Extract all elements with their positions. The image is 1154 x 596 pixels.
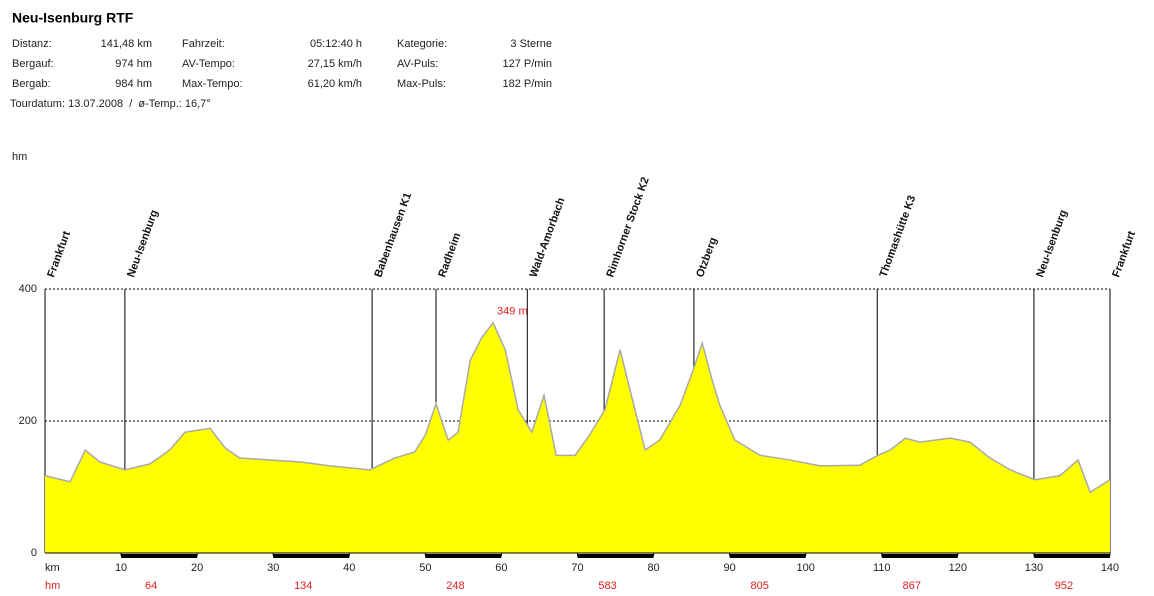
x-tick-label: 40	[343, 562, 355, 574]
stat-label: Bergauf:	[12, 58, 54, 70]
climb-value: 867	[903, 580, 921, 592]
waypoint-label: Frankfurt	[45, 229, 73, 279]
tour-info: Tourdatum: 13.07.2008 / ø-Temp.: 16,7°	[10, 98, 211, 110]
waypoint-label: Neu-Isenburg	[1034, 208, 1070, 279]
waypoint-label: Radheim	[436, 231, 463, 279]
stat-label: AV-Puls:	[397, 58, 438, 70]
waypoint-label: Rimhorner Stock K2	[604, 176, 651, 279]
stat-label: Bergab:	[12, 78, 51, 90]
stat-value: 984 hm	[115, 78, 152, 90]
stat-value: 974 hm	[115, 58, 152, 70]
stat-label: Fahrzeit:	[182, 38, 225, 50]
climb-value: 134	[294, 580, 312, 592]
profile-area	[45, 322, 1110, 553]
km-band	[1033, 554, 1110, 558]
km-band	[273, 554, 350, 558]
y-tick-label: 200	[19, 415, 37, 427]
climb-label: hm	[45, 580, 60, 592]
x-tick-label: 100	[797, 562, 815, 574]
x-tick-label: 90	[724, 562, 736, 574]
x-tick-label: 30	[267, 562, 279, 574]
stat-label: Kategorie:	[397, 38, 447, 50]
peak-annotation: 349 m	[497, 306, 528, 318]
climb-value: 64	[145, 580, 157, 592]
stat-label: AV-Tempo:	[182, 58, 235, 70]
stat-value: 127 P/min	[502, 58, 552, 70]
x-axis-label: km	[45, 562, 60, 574]
y-tick-label: 0	[31, 547, 37, 559]
waypoint-label: Otzberg	[694, 236, 719, 279]
km-band	[121, 554, 198, 558]
climb-value: 805	[750, 580, 768, 592]
x-tick-label: 50	[419, 562, 431, 574]
profile-line	[44, 321, 1111, 494]
stat-value: 05:12:40 h	[310, 38, 362, 50]
waypoint-label: Thomashütte K3	[877, 194, 918, 279]
x-tick-label: 20	[191, 562, 203, 574]
stat-value: 27,15 km/h	[308, 58, 362, 70]
waypoint-label: Wald-Amorbach	[528, 196, 568, 279]
y-axis-label: hm	[12, 151, 27, 163]
stat-value: 61,20 km/h	[308, 78, 362, 90]
waypoint-label: Neu-Isenburg	[125, 208, 161, 279]
x-tick-label: 80	[647, 562, 659, 574]
waypoint-label: Frankfurt	[1110, 229, 1138, 279]
x-tick-label: 60	[495, 562, 507, 574]
x-tick-label: 110	[873, 562, 891, 574]
km-band	[425, 554, 502, 558]
x-tick-label: 70	[571, 562, 583, 574]
stat-label: Distanz:	[12, 38, 52, 50]
km-band	[729, 554, 806, 558]
stat-label: Max-Tempo:	[182, 78, 243, 90]
stat-value: 182 P/min	[502, 78, 552, 90]
chart-title: Neu-Isenburg RTF	[12, 10, 134, 26]
x-tick-label: 140	[1101, 562, 1119, 574]
climb-value: 248	[446, 580, 464, 592]
stat-value: 3 Sterne	[510, 38, 552, 50]
stat-label: Max-Puls:	[397, 78, 446, 90]
x-tick-label: 10	[115, 562, 127, 574]
climb-value: 952	[1055, 580, 1073, 592]
km-band	[577, 554, 654, 558]
x-tick-label: 130	[1025, 562, 1043, 574]
climb-value: 583	[598, 580, 616, 592]
y-tick-label: 400	[19, 283, 37, 295]
x-tick-label: 120	[949, 562, 967, 574]
stat-value: 141,48 km	[101, 38, 152, 50]
waypoint-label: Babenhausen K1	[372, 191, 414, 279]
km-band	[881, 554, 958, 558]
